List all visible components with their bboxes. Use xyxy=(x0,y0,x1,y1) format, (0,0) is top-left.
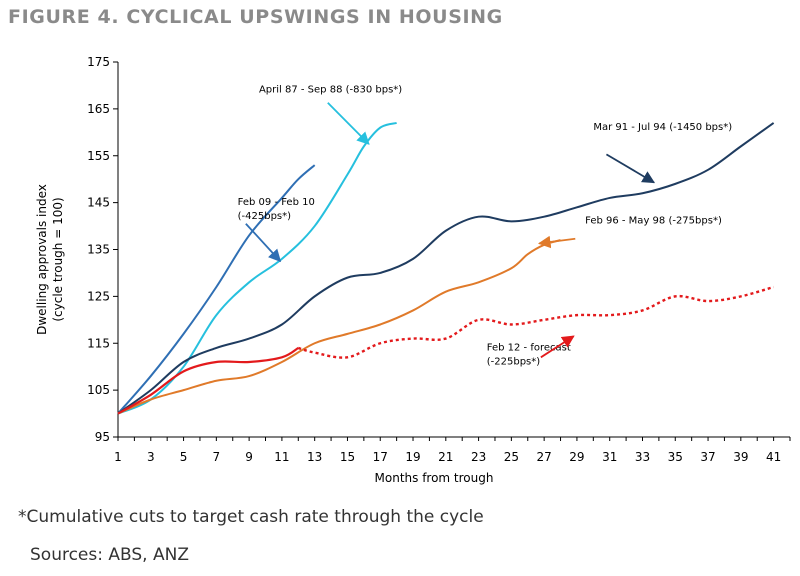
x-tick-label: 9 xyxy=(245,450,253,464)
x-axis-label: Months from trough xyxy=(375,471,494,485)
annotation-arrow xyxy=(245,223,282,263)
footnote: *Cumulative cuts to target cash rate thr… xyxy=(18,507,484,527)
annotation-apr87: April 87 - Sep 88 (-830 bps*) xyxy=(259,84,402,145)
annotation-arrow xyxy=(605,153,656,184)
annotation-mar91: Mar 91 - Jul 94 (-1450 bps*) xyxy=(593,122,732,184)
annotation-text: Feb 96 - May 98 (-275bps*) xyxy=(585,216,722,227)
x-tick-label: 39 xyxy=(733,450,748,464)
x-tick-label: 7 xyxy=(213,450,221,464)
y-tick-label: 155 xyxy=(87,149,110,163)
x-tick-label: 33 xyxy=(635,450,650,464)
annotation-feb96: Feb 96 - May 98 (-275bps*) xyxy=(537,216,722,249)
x-tick-label: 11 xyxy=(274,450,289,464)
sources-note: Sources: ABS, ANZ xyxy=(30,545,189,565)
x-tick-label: 41 xyxy=(766,450,781,464)
series-line-mar91 xyxy=(117,122,775,415)
annotation-text: (-225bps*) xyxy=(487,356,541,367)
y-tick-label: 165 xyxy=(87,102,110,116)
annotation-text: (-425bps*) xyxy=(238,211,292,222)
y-tick-label: 145 xyxy=(87,196,110,210)
series-line-feb12-actual xyxy=(117,346,299,415)
y-tick-label: 95 xyxy=(95,430,110,444)
y-axis-label-line-1: Dwelling approvals index xyxy=(35,184,49,335)
y-tick-label: 125 xyxy=(87,289,110,303)
annotation-arrow xyxy=(537,235,576,249)
x-tick-label: 27 xyxy=(537,450,552,464)
x-tick-label: 35 xyxy=(668,450,683,464)
x-tick-label: 5 xyxy=(180,450,188,464)
series-line-feb09 xyxy=(117,164,316,415)
y-tick-label: 175 xyxy=(87,55,110,69)
annotation-arrow xyxy=(540,335,575,359)
x-tick-label: 37 xyxy=(700,450,715,464)
x-tick-label: 19 xyxy=(405,450,420,464)
series-line-feb96 xyxy=(117,239,561,415)
x-tick-label: 31 xyxy=(602,450,617,464)
x-tick-label: 21 xyxy=(438,450,453,464)
x-tick-label: 23 xyxy=(471,450,486,464)
annotation-feb09: Feb 09 - Feb 10 (-425bps*) xyxy=(238,197,315,263)
annotation-feb12: Feb 12 - forecast (-225bps*) xyxy=(487,335,575,367)
y-tick-label: 115 xyxy=(87,336,110,350)
x-tick-label: 29 xyxy=(569,450,584,464)
x-tick-label: 15 xyxy=(340,450,355,464)
series-line-apr87 xyxy=(117,121,397,415)
x-tick-label: 3 xyxy=(147,450,155,464)
y-axis-label-line-2: (cycle trough = 100) xyxy=(51,197,65,321)
y-tick-label: 105 xyxy=(87,383,110,397)
annotation-text: Feb 09 - Feb 10 xyxy=(238,197,315,208)
x-tick-label: 13 xyxy=(307,450,322,464)
x-tick-label: 25 xyxy=(504,450,519,464)
annotation-text: Mar 91 - Jul 94 (-1450 bps*) xyxy=(593,122,732,133)
annotation-text: Feb 12 - forecast xyxy=(487,342,571,353)
y-tick-label: 135 xyxy=(87,243,110,257)
annotation-text: April 87 - Sep 88 (-830 bps*) xyxy=(259,84,402,95)
x-tick-label: 17 xyxy=(373,450,388,464)
annotation-arrow xyxy=(327,102,370,145)
series-layer xyxy=(117,121,775,415)
annotation-layer: Feb 09 - Feb 10 (-425bps*) April 87 - Sep … xyxy=(238,84,733,367)
series-line-feb12-forecast xyxy=(297,285,774,359)
x-tick-label: 1 xyxy=(114,450,122,464)
figure-title: FIGURE 4. CYCLICAL UPSWINGS IN HOUSING xyxy=(8,6,503,28)
